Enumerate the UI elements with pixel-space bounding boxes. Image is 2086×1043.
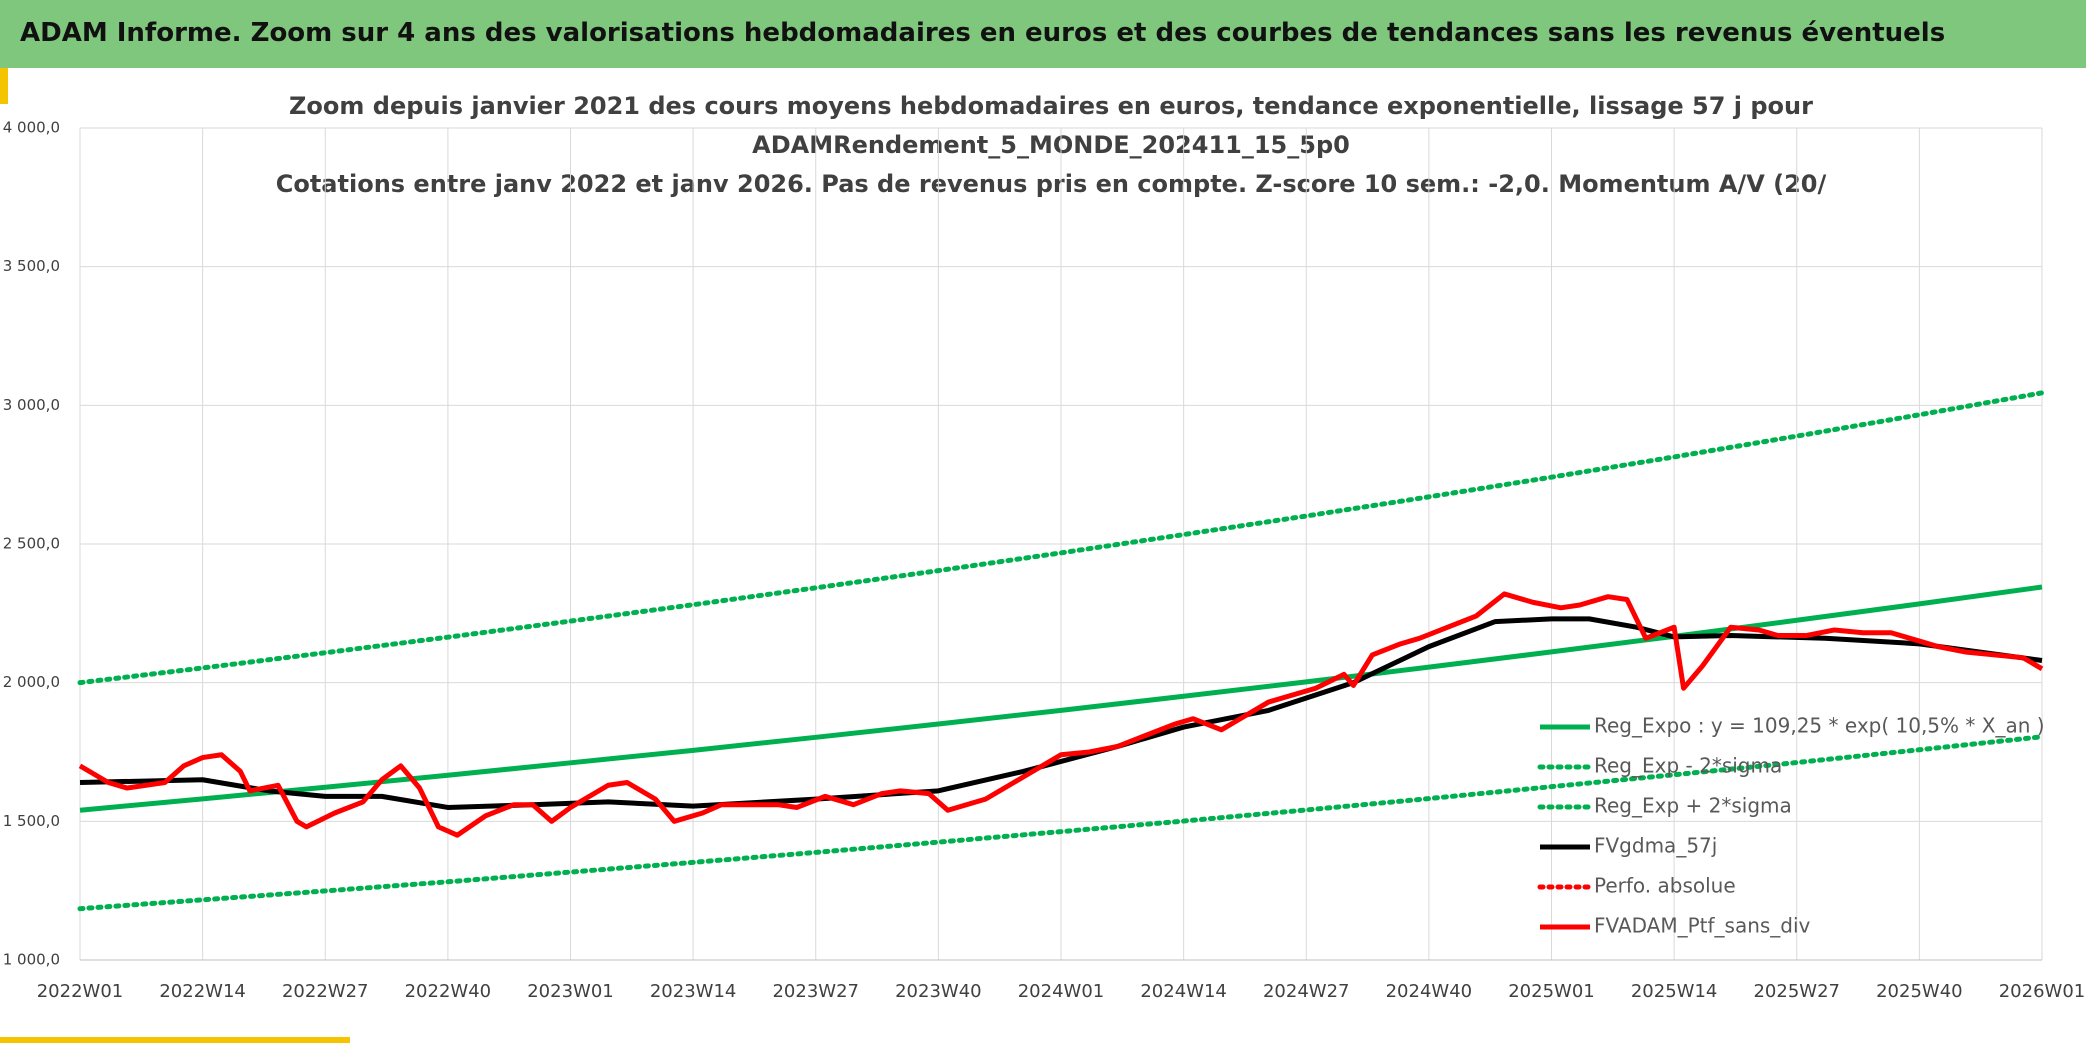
- x-tick-label: 2024W14: [1140, 981, 1227, 1002]
- x-tick-label: 2025W14: [1631, 981, 1718, 1002]
- y-tick-label: 3 500,0: [3, 257, 60, 275]
- x-tick-label: 2023W01: [527, 981, 614, 1002]
- chart-title: Zoom depuis janvier 2021 des cours moyen…: [289, 92, 1813, 120]
- x-tick-label: 2025W40: [1876, 981, 1963, 1002]
- series-line: [77, 390, 2045, 686]
- x-tick-label: 2026W01: [1999, 981, 2086, 1002]
- legend-label: FVADAM_Ptf_sans_div: [1594, 914, 1811, 938]
- y-tick-label: 1 500,0: [3, 812, 60, 830]
- x-tick-label: 2025W27: [1753, 981, 1840, 1002]
- legend-label: Reg_Expo : y = 109,25 * exp( 10,5% * X_a…: [1594, 714, 2045, 738]
- series-line: [79, 584, 2043, 813]
- chart: Zoom depuis janvier 2021 des cours moyen…: [0, 68, 2086, 1043]
- y-tick-label: 2 500,0: [3, 535, 60, 553]
- banner: ADAM Informe. Zoom sur 4 ans des valoris…: [0, 0, 2086, 68]
- legend-label: Reg_Exp + 2*sigma: [1594, 794, 1792, 818]
- y-tick-label: 3 000,0: [3, 396, 60, 414]
- y-tick-label: 1 000,0: [3, 951, 60, 969]
- banner-title: ADAM Informe. Zoom sur 4 ans des valoris…: [20, 18, 1946, 48]
- legend-label: FVgdma_57j: [1594, 834, 1717, 858]
- x-tick-label: 2023W14: [650, 981, 737, 1002]
- legend-label: Perfo. absolue: [1594, 874, 1736, 898]
- legend-label: Reg_Exp - 2*sigma: [1594, 754, 1782, 778]
- y-tick-label: 4 000,0: [3, 119, 60, 137]
- series-line: [79, 616, 2043, 810]
- x-tick-label: 2023W40: [895, 981, 982, 1002]
- accent: [0, 1037, 350, 1043]
- accent: [0, 68, 8, 104]
- series-line: [77, 734, 2045, 912]
- x-tick-label: 2025W01: [1508, 981, 1595, 1002]
- x-tick-label: 2024W01: [1018, 981, 1105, 1002]
- x-tick-label: 2023W27: [772, 981, 859, 1002]
- x-tick-label: 2024W40: [1386, 981, 1473, 1002]
- chart-title: Cotations entre janv 2022 et janv 2026. …: [276, 170, 1827, 198]
- x-tick-label: 2022W27: [282, 981, 369, 1002]
- x-tick-label: 2022W14: [159, 981, 246, 1002]
- chart-title: ADAMRendement_5_MONDE_202411_15_5p0: [752, 131, 1350, 159]
- x-tick-label: 2024W27: [1263, 981, 1350, 1002]
- x-tick-label: 2022W40: [405, 981, 492, 1002]
- y-tick-label: 2 000,0: [3, 673, 60, 691]
- series-line: [78, 591, 2044, 838]
- x-tick-label: 2022W01: [37, 981, 124, 1002]
